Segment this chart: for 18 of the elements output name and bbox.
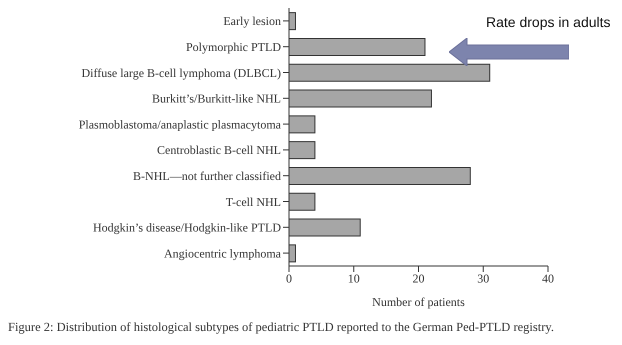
y-tick-label: Angiocentric lymphoma — [164, 246, 282, 260]
x-axis-title: Number of patients — [372, 295, 466, 309]
y-tick-label: Plasmoblastoma/anaplastic plasmacytoma — [78, 117, 282, 132]
x-tick-label: 20 — [412, 272, 424, 286]
y-tick-label: B-NHL—not further classified — [133, 168, 281, 183]
caption: Figure 2: Distribution of histological subtypes of pediatric PTLD reported to the German Ped-PTLD registry. — [8, 320, 554, 335]
x-tick-label: 10 — [348, 272, 360, 286]
y-tick-label: T-cell NHL — [226, 194, 281, 209]
annotation: Rate drops in adults — [486, 14, 611, 30]
y-tick-label: Burkitt’s/Burkitt-like NHL — [152, 92, 281, 106]
y-tick-label: Hodgkin’s disease/Hodgkin-like PTLD — [93, 220, 282, 235]
y-tick-label: Centroblastic B-cell NHL — [157, 143, 281, 158]
y-tick-label: Polymorphic PTLD — [186, 40, 282, 54]
y-tick-label: Early lesion — [223, 14, 281, 28]
x-tick-label: 40 — [542, 272, 554, 286]
x-tick-label: 0 — [286, 272, 292, 286]
x-tick-label: 30 — [477, 272, 490, 286]
y-tick-label: Diffuse large B-cell lymphoma (DLBCL) — [81, 66, 281, 80]
